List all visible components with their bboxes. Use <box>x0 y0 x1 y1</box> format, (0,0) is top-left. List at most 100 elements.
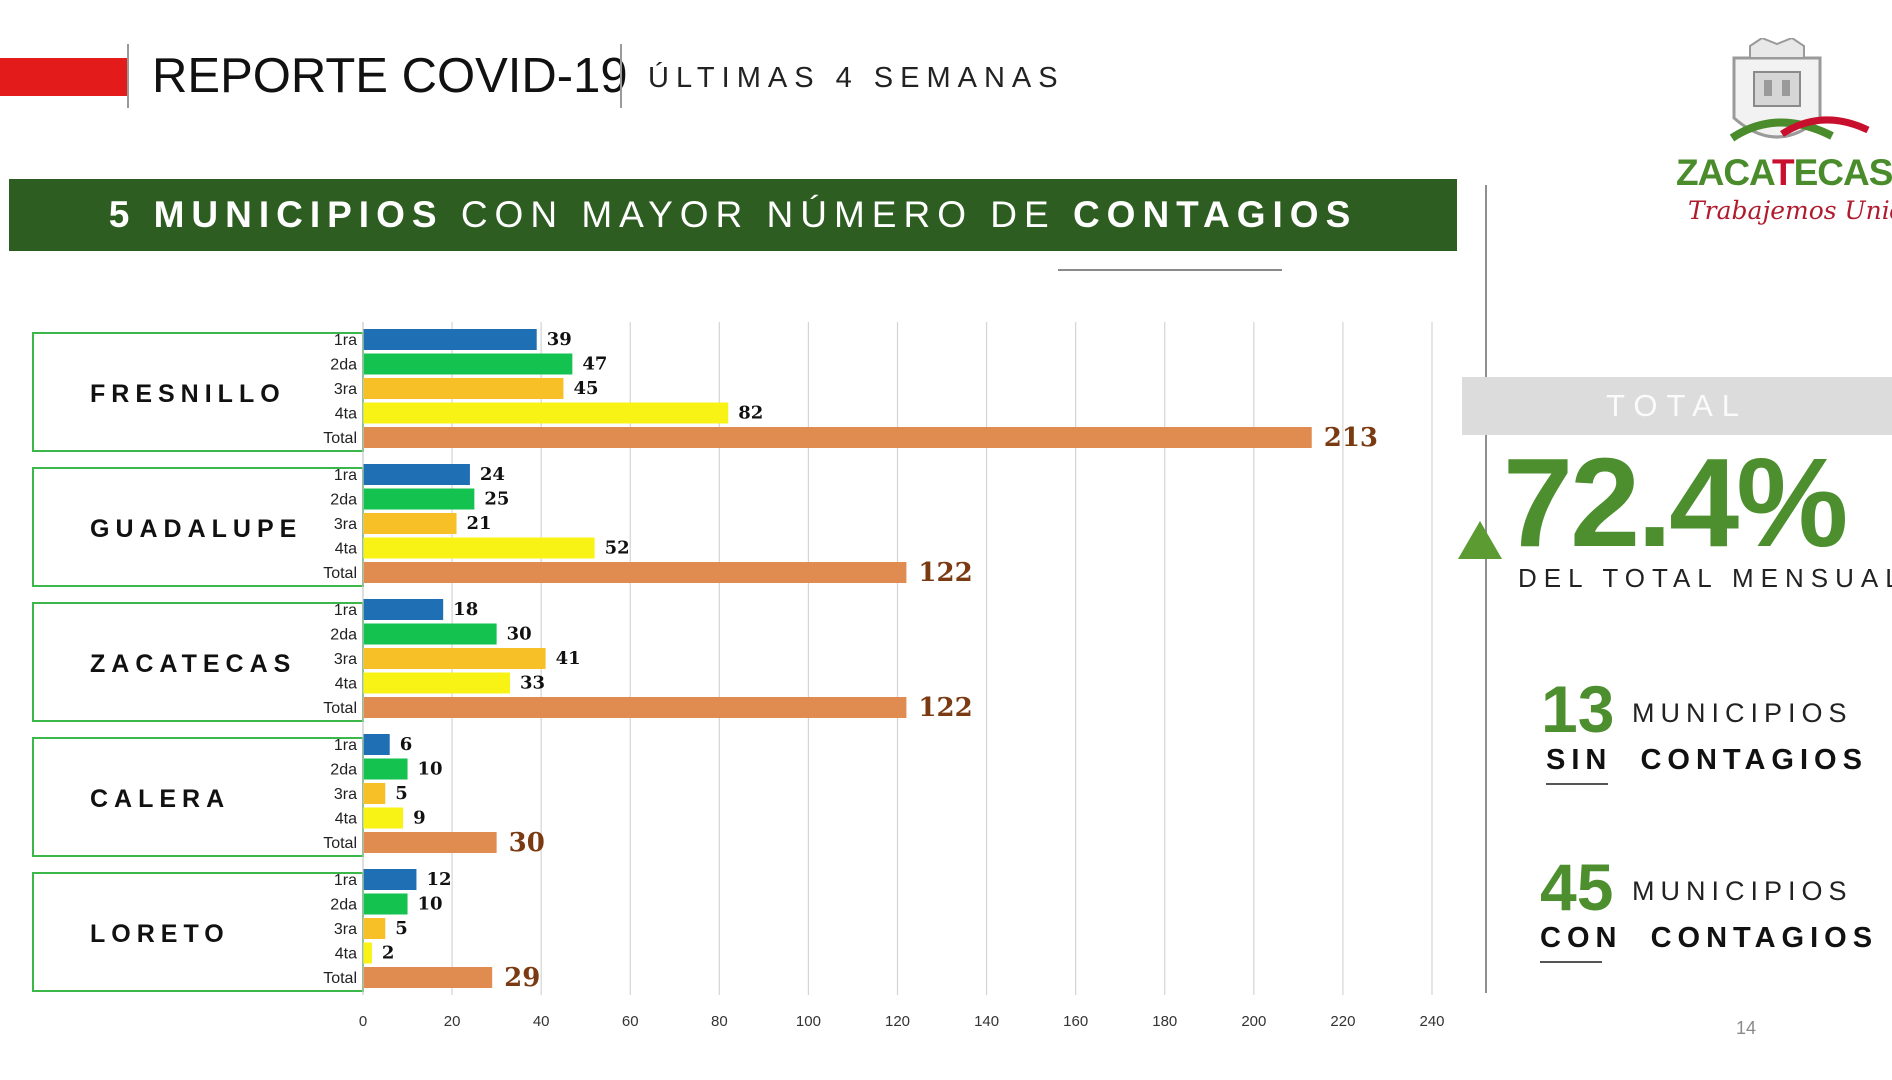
row-category-label: 3ra <box>334 786 357 803</box>
percent-caption: DEL TOTAL MENSUAL <box>1518 563 1892 593</box>
row-category-label: 1ra <box>334 467 357 484</box>
municipality-label: FRESNILLO <box>90 380 286 408</box>
group-box <box>32 467 364 587</box>
municipality-label: CALERA <box>90 785 230 813</box>
value-label: 25 <box>484 489 509 510</box>
value-label: 39 <box>547 329 572 350</box>
value-label: 33 <box>520 673 545 694</box>
bar-week <box>363 623 497 645</box>
value-label: 12 <box>426 869 451 890</box>
sin-municipios-word: MUNICIPIOS <box>1632 698 1853 728</box>
value-label: 82 <box>738 403 763 424</box>
value-label: 24 <box>480 464 505 485</box>
row-category-label: 1ra <box>334 332 357 349</box>
coat-of-arms-icon <box>1729 36 1870 142</box>
value-label: 21 <box>467 513 492 534</box>
title-divider <box>620 44 622 108</box>
row-category-label: 1ra <box>334 737 357 754</box>
row-category-label: Total <box>323 430 357 447</box>
bar-week <box>363 537 595 559</box>
row-category-label: 4ta <box>335 811 357 828</box>
header-divider <box>127 44 129 108</box>
value-label: 30 <box>507 624 532 645</box>
value-label: 18 <box>453 599 478 620</box>
page-subtitle: ÚLTIMAS 4 SEMANAS <box>648 62 1065 94</box>
logo-slogan: Trabajemos Unidos <box>1688 196 1892 225</box>
x-tick-label: 240 <box>1419 1013 1444 1030</box>
page-title: REPORTE COVID-19 <box>152 49 628 103</box>
total-header: TOTAL <box>1462 377 1892 435</box>
bar-week <box>363 918 386 939</box>
sin-bold: SIN <box>1546 744 1613 776</box>
con-municipios-word: MUNICIPIOS <box>1632 876 1853 906</box>
banner-middle: CON MAYOR NÚMERO DE <box>460 194 1056 235</box>
bar-total <box>363 967 493 988</box>
row-category-label: 4ta <box>335 541 357 558</box>
row-category-label: Total <box>323 835 357 852</box>
row-category-label: 2da <box>330 897 357 914</box>
bar-week <box>363 942 372 964</box>
x-tick-label: 140 <box>974 1013 999 1030</box>
group-box <box>32 332 364 452</box>
row-category-label: Total <box>323 700 357 717</box>
bar-week <box>363 464 470 485</box>
row-category-label: 2da <box>330 357 357 374</box>
logo <box>1672 36 1882 238</box>
con-bold: CON <box>1540 922 1623 954</box>
bar-week <box>363 672 510 694</box>
section-banner: 5 MUNICIPIOS CON MAYOR NÚMERO DE CONTAGI… <box>9 179 1457 251</box>
group-box <box>32 602 364 722</box>
row-category-label: 4ta <box>335 946 357 963</box>
logo-word-c: ECAS <box>1793 152 1892 193</box>
x-tick-label: 0 <box>359 1013 367 1030</box>
x-tick-label: 200 <box>1241 1013 1266 1030</box>
total-value-label: 30 <box>509 828 545 858</box>
value-label: 45 <box>573 378 598 399</box>
municipality-label: LORETO <box>90 920 230 948</box>
value-label: 6 <box>400 734 413 755</box>
bar-total <box>363 697 907 718</box>
total-value-label: 29 <box>504 963 540 993</box>
value-label: 5 <box>395 783 408 804</box>
x-tick-label: 180 <box>1152 1013 1177 1030</box>
row-category-label: 3ra <box>334 381 357 398</box>
row-category-label: 3ra <box>334 651 357 668</box>
sin-contagios-count: 13 <box>1541 672 1615 746</box>
con-rest: CONTAGIOS <box>1650 922 1879 954</box>
row-category-label: 2da <box>330 492 357 509</box>
bar-week <box>363 648 546 669</box>
row-category-label: Total <box>323 565 357 582</box>
value-label: 52 <box>605 538 630 559</box>
row-category-label: 3ra <box>334 516 357 533</box>
bar-week <box>363 488 475 510</box>
right-panel-divider <box>1485 185 1487 993</box>
row-category-label: 4ta <box>335 406 357 423</box>
bar-week <box>363 599 444 620</box>
row-category-label: 2da <box>330 762 357 779</box>
x-tick-label: 100 <box>796 1013 821 1030</box>
group-box <box>32 872 364 992</box>
logo-word-a: ZACA <box>1676 152 1773 193</box>
value-label: 47 <box>582 354 607 375</box>
municipality-label: ZACATECAS <box>90 650 296 678</box>
logo-wordmark: ZACATECAS <box>1676 152 1892 194</box>
value-label: 9 <box>413 808 426 829</box>
bar-total <box>363 832 497 853</box>
sin-underline <box>1546 783 1608 785</box>
row-category-label: 1ra <box>334 602 357 619</box>
con-contagios-label: CON CONTAGIOS <box>1540 922 1878 955</box>
row-category-label: 4ta <box>335 676 357 693</box>
x-tick-label: 40 <box>533 1013 550 1030</box>
x-tick-label: 160 <box>1063 1013 1088 1030</box>
x-tick-label: 120 <box>885 1013 910 1030</box>
logo-word-b: T <box>1772 152 1795 193</box>
bar-week <box>363 893 408 915</box>
decorative-line <box>1058 269 1282 271</box>
con-contagios-count: 45 <box>1540 850 1614 924</box>
total-value-label: 122 <box>918 693 972 723</box>
accent-red-bar <box>0 58 127 96</box>
x-tick-label: 220 <box>1330 1013 1355 1030</box>
banner-bold-left: 5 MUNICIPIOS <box>108 194 444 235</box>
up-triangle-icon <box>1458 521 1502 559</box>
bar-week <box>363 807 404 829</box>
